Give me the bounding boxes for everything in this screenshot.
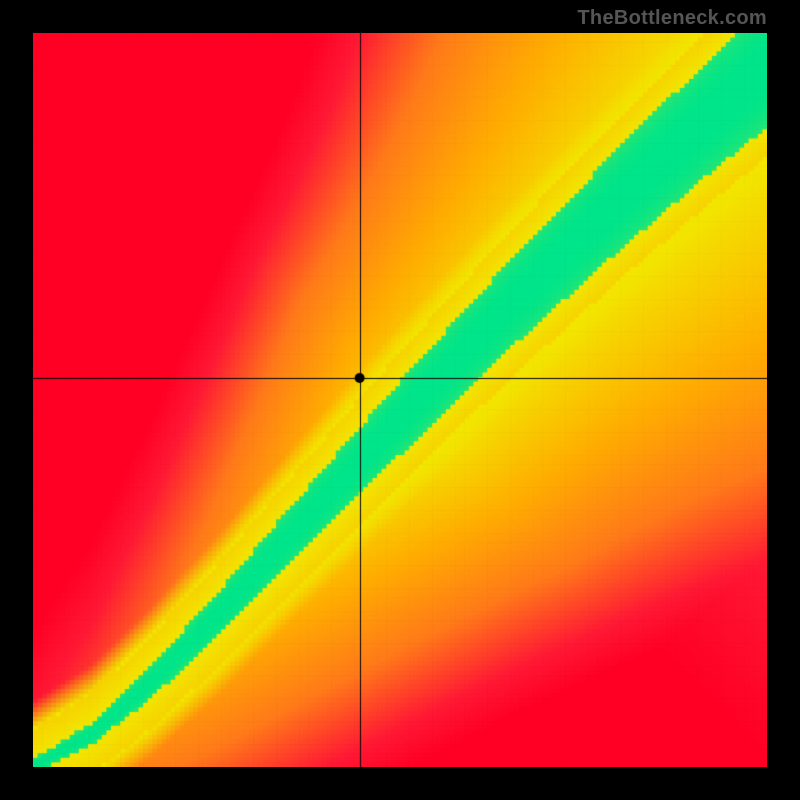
chart-container: TheBottleneck.com <box>0 0 800 800</box>
bottleneck-heatmap <box>33 33 767 767</box>
watermark-text: TheBottleneck.com <box>577 7 767 30</box>
